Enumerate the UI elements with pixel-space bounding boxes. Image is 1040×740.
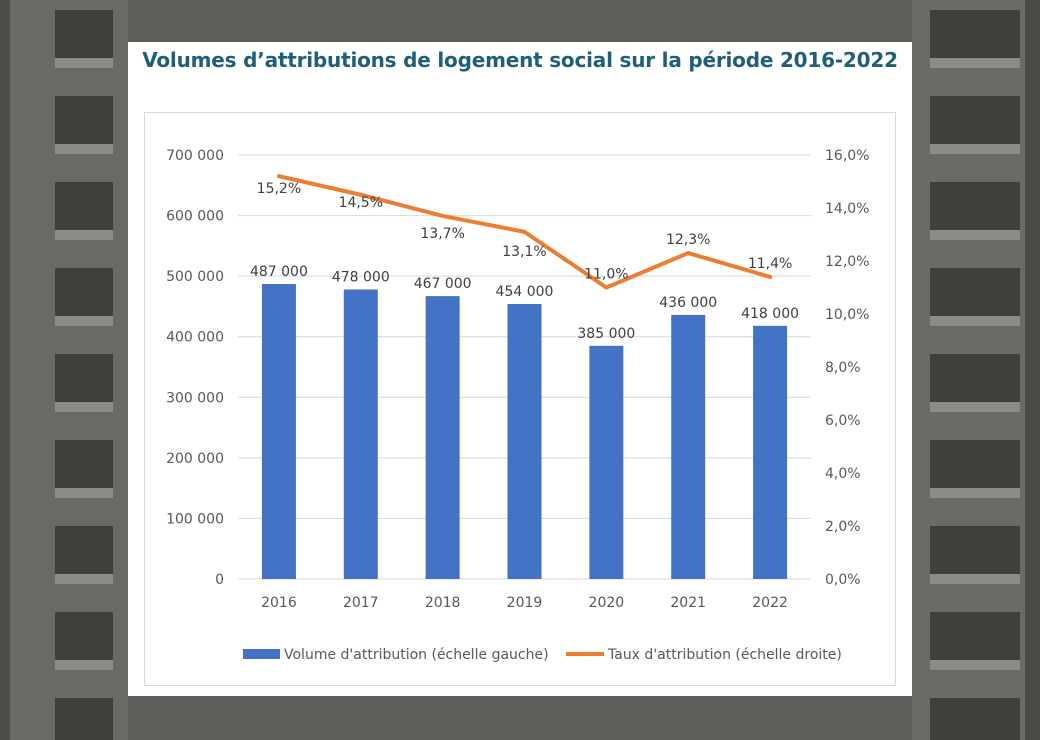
- legend-bar-label: Volume d'attribution (échelle gauche): [284, 647, 549, 663]
- balcony-rail: [55, 316, 113, 326]
- window: [55, 698, 113, 740]
- bar-data-label: 418 000: [741, 306, 799, 322]
- y-left-tick-label: 200 000: [166, 451, 224, 467]
- x-tick-label: 2021: [670, 595, 706, 611]
- balcony-rail: [55, 574, 113, 584]
- balcony-rail: [930, 230, 1020, 240]
- balcony-rail: [930, 58, 1020, 68]
- balcony-rail: [55, 660, 113, 670]
- x-tick-label: 2016: [261, 595, 297, 611]
- chart-svg: 0 100 000 200 000 300 000 400 000 500 000 600 …: [166, 148, 869, 663]
- line-data-label: 13,7%: [420, 226, 464, 242]
- chart-card: Volumes d’attributions de logement socia…: [128, 42, 912, 696]
- y-right-tick-label: 12,0%: [825, 254, 869, 270]
- window: [930, 10, 1020, 58]
- y-left-tick-label: 100 000: [166, 511, 224, 527]
- window: [55, 268, 113, 316]
- bar: [343, 289, 378, 579]
- line-point: [522, 229, 527, 234]
- window: [930, 440, 1020, 488]
- balcony-rail: [55, 144, 113, 154]
- bar: [671, 314, 706, 579]
- line-point: [440, 213, 445, 218]
- balcony-rail: [55, 488, 113, 498]
- window: [55, 612, 113, 660]
- balcony-rail: [930, 660, 1020, 670]
- y-right-tick-label: 10,0%: [825, 307, 869, 323]
- bar-data-label: 478 000: [332, 269, 390, 285]
- balcony-rail: [55, 402, 113, 412]
- bar-data-label: 454 000: [496, 284, 554, 300]
- window: [55, 440, 113, 488]
- y-right-tick-label: 6,0%: [825, 413, 861, 429]
- bar-data-label: 385 000: [577, 326, 635, 342]
- legend-bar-swatch: [243, 649, 280, 659]
- window: [930, 354, 1020, 402]
- window: [55, 10, 113, 58]
- bar: [425, 296, 460, 579]
- chart-title: Volumes d’attributions de logement socia…: [142, 48, 898, 72]
- y-left-tick-label: 300 000: [166, 390, 224, 406]
- legend-line-label: Taux d'attribution (échelle droite): [607, 647, 842, 663]
- x-tick-label: 2020: [589, 595, 625, 611]
- y-right-tick-label: 16,0%: [825, 148, 869, 164]
- line-point: [358, 192, 363, 197]
- bar-data-label: 487 000: [250, 264, 308, 280]
- bar: [753, 325, 788, 579]
- window: [930, 96, 1020, 144]
- y-right-tick-label: 14,0%: [825, 201, 869, 217]
- line-data-label: 14,5%: [339, 195, 383, 211]
- y-right-tick-label: 8,0%: [825, 360, 861, 376]
- line-point: [768, 274, 773, 279]
- window: [930, 526, 1020, 574]
- balcony-rail: [930, 402, 1020, 412]
- window: [55, 96, 113, 144]
- window: [930, 698, 1020, 740]
- balcony-rail: [930, 316, 1020, 326]
- y-left-tick-label: 400 000: [166, 330, 224, 346]
- bar-data-label: 467 000: [414, 276, 472, 292]
- bar: [261, 284, 296, 579]
- y-right-tick-label: 2,0%: [825, 519, 861, 535]
- window: [930, 612, 1020, 660]
- y-left-tick-label: 600 000: [166, 209, 224, 225]
- bar: [507, 304, 542, 579]
- x-tick-label: 2022: [752, 595, 788, 611]
- line-data-label: 12,3%: [666, 232, 710, 248]
- balcony-rail: [930, 574, 1020, 584]
- y-right-tick-label: 4,0%: [825, 466, 861, 482]
- x-tick-label: 2018: [425, 595, 461, 611]
- chart-frame: 0 100 000 200 000 300 000 400 000 500 000 600 …: [144, 112, 896, 686]
- window: [55, 354, 113, 402]
- balcony-rail: [930, 488, 1020, 498]
- window: [930, 182, 1020, 230]
- window: [55, 526, 113, 574]
- balcony-rail: [930, 144, 1020, 154]
- bar: [589, 345, 624, 579]
- line-data-label: 11,0%: [584, 267, 628, 283]
- window: [930, 268, 1020, 316]
- balcony-rail: [55, 58, 113, 68]
- window: [55, 182, 113, 230]
- line-data-label: 11,4%: [748, 256, 792, 272]
- bar-data-label: 436 000: [659, 295, 717, 311]
- line-point: [604, 285, 609, 290]
- x-tick-label: 2019: [507, 595, 543, 611]
- y-left-tick-label: 500 000: [166, 269, 224, 285]
- y-right-tick-label: 0,0%: [825, 572, 861, 588]
- y-left-tick-label: 700 000: [166, 148, 224, 164]
- line-data-label: 15,2%: [257, 181, 301, 197]
- balcony-rail: [55, 230, 113, 240]
- y-left-tick-label: 0: [215, 572, 224, 588]
- line-point: [686, 251, 691, 256]
- x-tick-label: 2017: [343, 595, 379, 611]
- line-data-label: 13,1%: [502, 244, 546, 260]
- line-point: [276, 174, 281, 179]
